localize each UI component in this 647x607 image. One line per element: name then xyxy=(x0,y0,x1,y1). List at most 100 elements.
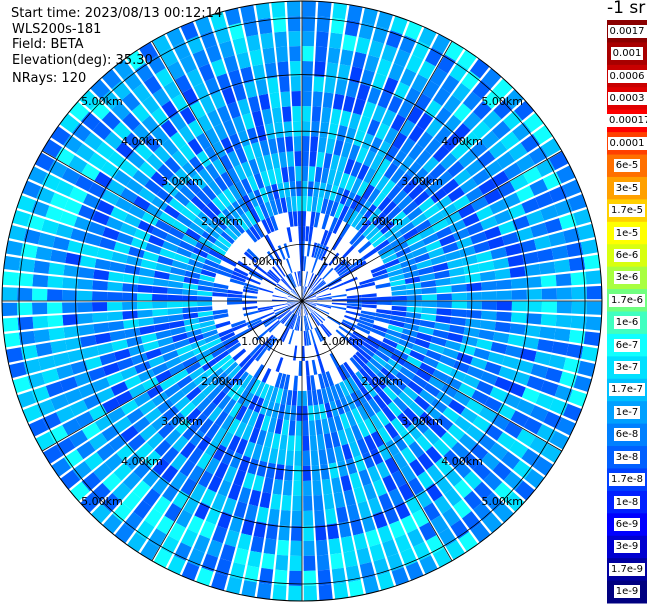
ppi-range-gate xyxy=(302,287,309,301)
ppi-range-gate xyxy=(333,139,344,156)
ppi-range-gate xyxy=(92,210,110,226)
ppi-range-gate xyxy=(314,309,328,319)
ppi-range-gate xyxy=(77,290,93,301)
ppi-range-gate xyxy=(235,351,249,365)
ppi-range-gate xyxy=(263,276,277,286)
ppi-range-gate xyxy=(392,396,408,412)
ppi-range-gate xyxy=(287,301,302,307)
ppi-range-gate xyxy=(492,257,510,270)
ppi-range-gate xyxy=(161,464,179,483)
ppi-range-gate xyxy=(302,301,317,304)
ppi-range-gate xyxy=(313,282,327,293)
ppi-range-gate xyxy=(406,294,422,301)
ppi-range-gate xyxy=(438,527,457,547)
ppi-range-gate xyxy=(320,266,332,279)
ppi-range-gate xyxy=(267,77,279,94)
ppi-range-gate xyxy=(320,229,329,245)
ppi-range-gate xyxy=(261,108,273,125)
ppi-range-gate xyxy=(376,291,392,297)
ppi-range-gate xyxy=(325,386,335,403)
ppi-range-gate xyxy=(280,91,291,108)
ppi-range-gate xyxy=(233,325,249,335)
ppi-range-gate xyxy=(303,585,318,601)
ppi-range-gate xyxy=(302,226,306,242)
start-time-label: Start time: 2023/08/13 00:12:14 xyxy=(11,6,223,21)
ppi-range-gate xyxy=(340,535,355,553)
ppi-range-gate xyxy=(512,122,532,141)
ppi-range-gate xyxy=(116,357,134,371)
ppi-range-gate xyxy=(221,448,235,466)
ppi-range-gate xyxy=(299,345,302,361)
ppi-range-gate xyxy=(122,283,138,293)
ppi-range-gate xyxy=(302,435,310,451)
ppi-range-gate xyxy=(370,448,384,465)
ppi-range-gate xyxy=(232,37,248,55)
ppi-range-gate xyxy=(292,301,302,313)
ppi-range-gate xyxy=(330,289,346,295)
ppi-range-gate xyxy=(432,262,449,273)
ppi-range-gate xyxy=(294,151,302,167)
ppi-range-gate xyxy=(376,410,390,427)
ppi-range-gate xyxy=(484,396,503,413)
ppi-range-gate xyxy=(157,422,175,439)
ppi-range-gate xyxy=(255,156,267,173)
ppi-range-gate xyxy=(299,256,302,272)
ppi-range-gate xyxy=(329,201,340,217)
ppi-range-gate xyxy=(242,357,255,371)
ppi-range-gate xyxy=(526,301,542,313)
ppi-range-gate xyxy=(242,392,255,408)
ppi-range-gate xyxy=(146,384,164,399)
ppi-range-gate xyxy=(102,362,120,376)
ppi-range-gate xyxy=(267,169,277,186)
ppi-range-gate xyxy=(275,554,289,571)
ppi-range-gate xyxy=(294,360,299,376)
ppi-range-gate xyxy=(116,232,134,246)
ppi-range-gate xyxy=(227,297,243,301)
ppi-range-gate xyxy=(208,221,224,235)
ppi-range-gate xyxy=(159,376,177,391)
ppi-range-gate xyxy=(236,216,249,231)
ppi-range-gate xyxy=(321,372,330,388)
ppi-range-gate xyxy=(290,360,296,376)
ppi-range-gate xyxy=(291,196,297,212)
ppi-range-gate xyxy=(377,346,393,358)
ppi-range-gate xyxy=(387,324,404,333)
ppi-range-gate xyxy=(264,431,274,448)
ppi-range-gate xyxy=(548,231,566,247)
ppi-range-gate xyxy=(383,225,399,239)
ppi-range-gate xyxy=(371,72,387,91)
ppi-range-gate xyxy=(433,439,451,457)
ppi-range-gate xyxy=(3,332,21,348)
ppi-range-gate xyxy=(381,179,396,196)
ppi-range-gate xyxy=(374,277,390,285)
ppi-range-gate xyxy=(389,319,405,328)
ppi-range-gate xyxy=(295,181,302,197)
ppi-range-gate xyxy=(496,311,512,322)
ppi-range-gate xyxy=(275,229,284,245)
ppi-range-gate xyxy=(292,288,302,301)
ppi-range-gate xyxy=(249,361,262,377)
ppi-range-gate xyxy=(268,447,279,464)
ppi-range-gate xyxy=(33,260,50,274)
ppi-range-gate xyxy=(168,363,185,376)
ppi-range-gate xyxy=(585,316,602,331)
ppi-range-gate xyxy=(457,49,477,70)
ppi-range-gate xyxy=(533,235,552,250)
ppi-range-gate xyxy=(211,244,227,256)
ppi-range-gate xyxy=(272,296,288,300)
ppi-range-gate xyxy=(65,337,82,351)
ppi-range-gate xyxy=(390,284,407,292)
ppi-range-gate xyxy=(237,389,250,405)
ppi-range-gate xyxy=(317,326,327,340)
ppi-range-gate xyxy=(313,494,324,511)
ppi-range-gate xyxy=(277,282,291,293)
ppi-range-gate xyxy=(516,185,535,203)
colorbar-tick-text: 0.0017 xyxy=(607,24,647,38)
ppi-range-gate xyxy=(346,359,359,374)
ppi-range-gate xyxy=(245,228,258,243)
ppi-range-gate xyxy=(302,91,312,107)
ppi-range-gate xyxy=(512,460,533,480)
ppi-range-gate xyxy=(403,323,420,332)
ppi-range-gate xyxy=(417,452,434,471)
ppi-range-gate xyxy=(62,418,81,436)
